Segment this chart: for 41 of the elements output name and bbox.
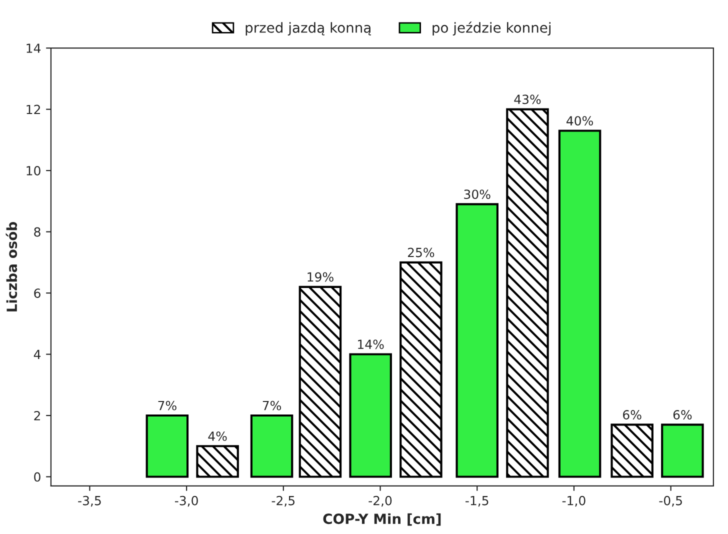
bar — [558, 130, 602, 478]
x-tick-label: -3,0 — [174, 496, 198, 507]
bar — [506, 108, 549, 478]
bar — [196, 445, 239, 478]
annotation: 6% — [673, 410, 692, 420]
x-tick-label: -1,0 — [562, 496, 586, 507]
legend-label: przed jazdą konną — [246, 22, 371, 36]
bar — [298, 286, 342, 478]
x-tick-label: -1,5 — [466, 496, 488, 507]
x-tick-label: -0,5 — [659, 496, 682, 507]
bar — [610, 424, 654, 478]
y-tick-label: 10 — [26, 166, 40, 176]
bar — [349, 353, 392, 478]
bar — [146, 414, 189, 478]
bar — [661, 424, 704, 478]
bar — [400, 261, 442, 478]
y-tick-label: 2 — [34, 410, 40, 420]
annotation: 14% — [358, 340, 384, 350]
annotation: 40% — [566, 116, 593, 126]
x-tick-label: -3,5 — [78, 496, 101, 507]
annotation: 6% — [623, 410, 642, 420]
x-tick-label: -2,0 — [368, 496, 392, 507]
y-tick-label: 6 — [34, 288, 40, 298]
annotation: 7% — [158, 400, 176, 410]
y-axis-title: Liczba osób — [6, 222, 18, 312]
y-tick-label: 8 — [34, 227, 40, 237]
bar — [456, 203, 498, 478]
annotation: 7% — [262, 400, 282, 410]
annotation: 25% — [408, 248, 434, 258]
y-tick-label: 12 — [26, 104, 40, 114]
annotation: 30% — [464, 190, 490, 200]
x-tick-label: -2,5 — [272, 496, 295, 507]
x-axis-title: COP-Y Min [cm] — [323, 513, 441, 526]
y-tick-label: 4 — [34, 350, 41, 360]
annotation: 43% — [514, 94, 541, 104]
y-tick-label: 14 — [26, 44, 41, 53]
annotation: 4% — [208, 431, 227, 441]
legend-label: po jeździe konnej — [432, 22, 550, 36]
annotation: 19% — [308, 272, 334, 282]
bar — [250, 414, 294, 478]
y-tick-label: 0 — [34, 472, 40, 482]
